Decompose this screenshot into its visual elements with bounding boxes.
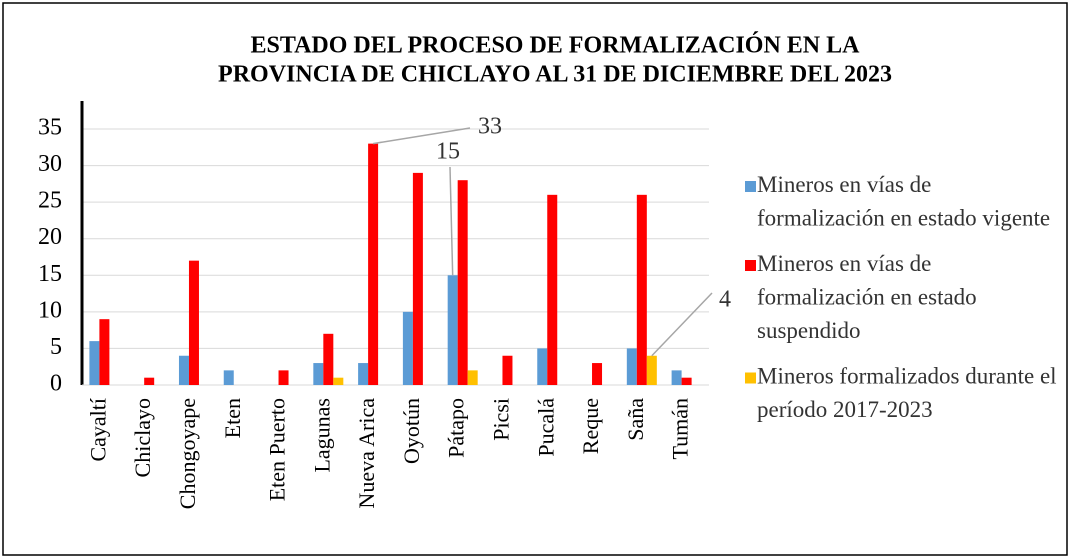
x-tick-label: Cayaltí — [85, 398, 110, 462]
bar — [323, 333, 334, 385]
x-tick-label: Pucalá — [533, 398, 558, 457]
bar — [402, 311, 413, 385]
legend-label: Mineros en vías de formalización en estad… — [757, 251, 977, 343]
legend-label: Mineros en vías de formalización en estad… — [757, 172, 1050, 231]
legend-line: Mineros en vías de — [757, 251, 931, 276]
y-tick-label: 10 — [38, 297, 62, 323]
bar — [457, 180, 468, 385]
bar — [333, 377, 344, 385]
legend-line: formalización en estado vigente — [757, 206, 1050, 231]
chart-title: PROVINCIA DE CHICLAYO AL 31 DE DICIEMBRE… — [218, 62, 892, 88]
legend-line: Mineros en vías de — [757, 172, 931, 197]
bar — [626, 348, 637, 385]
x-tick-label: Reque — [578, 398, 603, 454]
bar — [178, 355, 189, 385]
bar — [646, 355, 657, 385]
chart-title: ESTADO DEL PROCESO DE FORMALIZACIÓN EN L… — [251, 32, 861, 59]
y-tick-label: 25 — [38, 188, 62, 214]
x-tick-label: Nueva Arica — [354, 398, 379, 509]
bar — [537, 348, 548, 385]
legend-swatch — [745, 181, 756, 192]
bar — [313, 363, 324, 385]
legend-swatch — [745, 372, 756, 384]
bar — [547, 194, 558, 385]
legend-line: suspendido — [757, 318, 861, 343]
y-tick-label: 0 — [50, 371, 62, 397]
y-tick-label: 5 — [50, 334, 62, 360]
legend-line: formalización en estado — [757, 285, 977, 310]
y-tick-label: 30 — [38, 151, 62, 177]
bar — [188, 260, 199, 385]
legend-label: Mineros formalizados durante el período 2… — [757, 364, 1057, 423]
bar — [592, 363, 603, 385]
x-tick-label: Eten — [220, 398, 245, 438]
legend-line: Mineros formalizados durante el — [757, 364, 1057, 389]
bar — [223, 370, 234, 385]
x-tick-label: Tumán — [668, 398, 693, 460]
x-tick-label: Eten Puerto — [265, 398, 290, 501]
callout-line — [651, 292, 713, 357]
bar — [671, 370, 682, 385]
legend-line: período 2017-2023 — [757, 397, 933, 422]
bar — [99, 319, 110, 385]
bar — [368, 143, 379, 385]
y-tick-label: 15 — [38, 261, 62, 287]
x-tick-label: Lagunas — [309, 398, 334, 473]
data-label: 33 — [478, 114, 502, 140]
bar — [447, 275, 458, 385]
x-tick-label: Saña — [623, 398, 648, 441]
callout-line — [372, 127, 471, 145]
bar — [412, 172, 423, 385]
bar — [144, 377, 155, 385]
bar — [467, 370, 478, 385]
data-label: 15 — [436, 139, 460, 165]
x-tick-label: Chongoyape — [175, 398, 200, 509]
bar — [502, 355, 513, 385]
bar — [278, 370, 289, 385]
bar — [89, 341, 100, 385]
x-tick-label: Picsi — [489, 398, 514, 441]
x-tick-label: Pátapo — [444, 398, 469, 458]
data-label: 4 — [719, 287, 731, 313]
bar — [681, 377, 692, 385]
callout-line — [449, 166, 454, 276]
x-tick-label: Oyotún — [399, 398, 424, 464]
y-tick-label: 20 — [38, 224, 62, 250]
bar — [358, 363, 369, 385]
bar — [636, 194, 647, 385]
y-tick-label: 35 — [38, 115, 62, 141]
legend-swatch — [745, 260, 756, 271]
x-tick-label: Chiclayo — [130, 398, 155, 477]
